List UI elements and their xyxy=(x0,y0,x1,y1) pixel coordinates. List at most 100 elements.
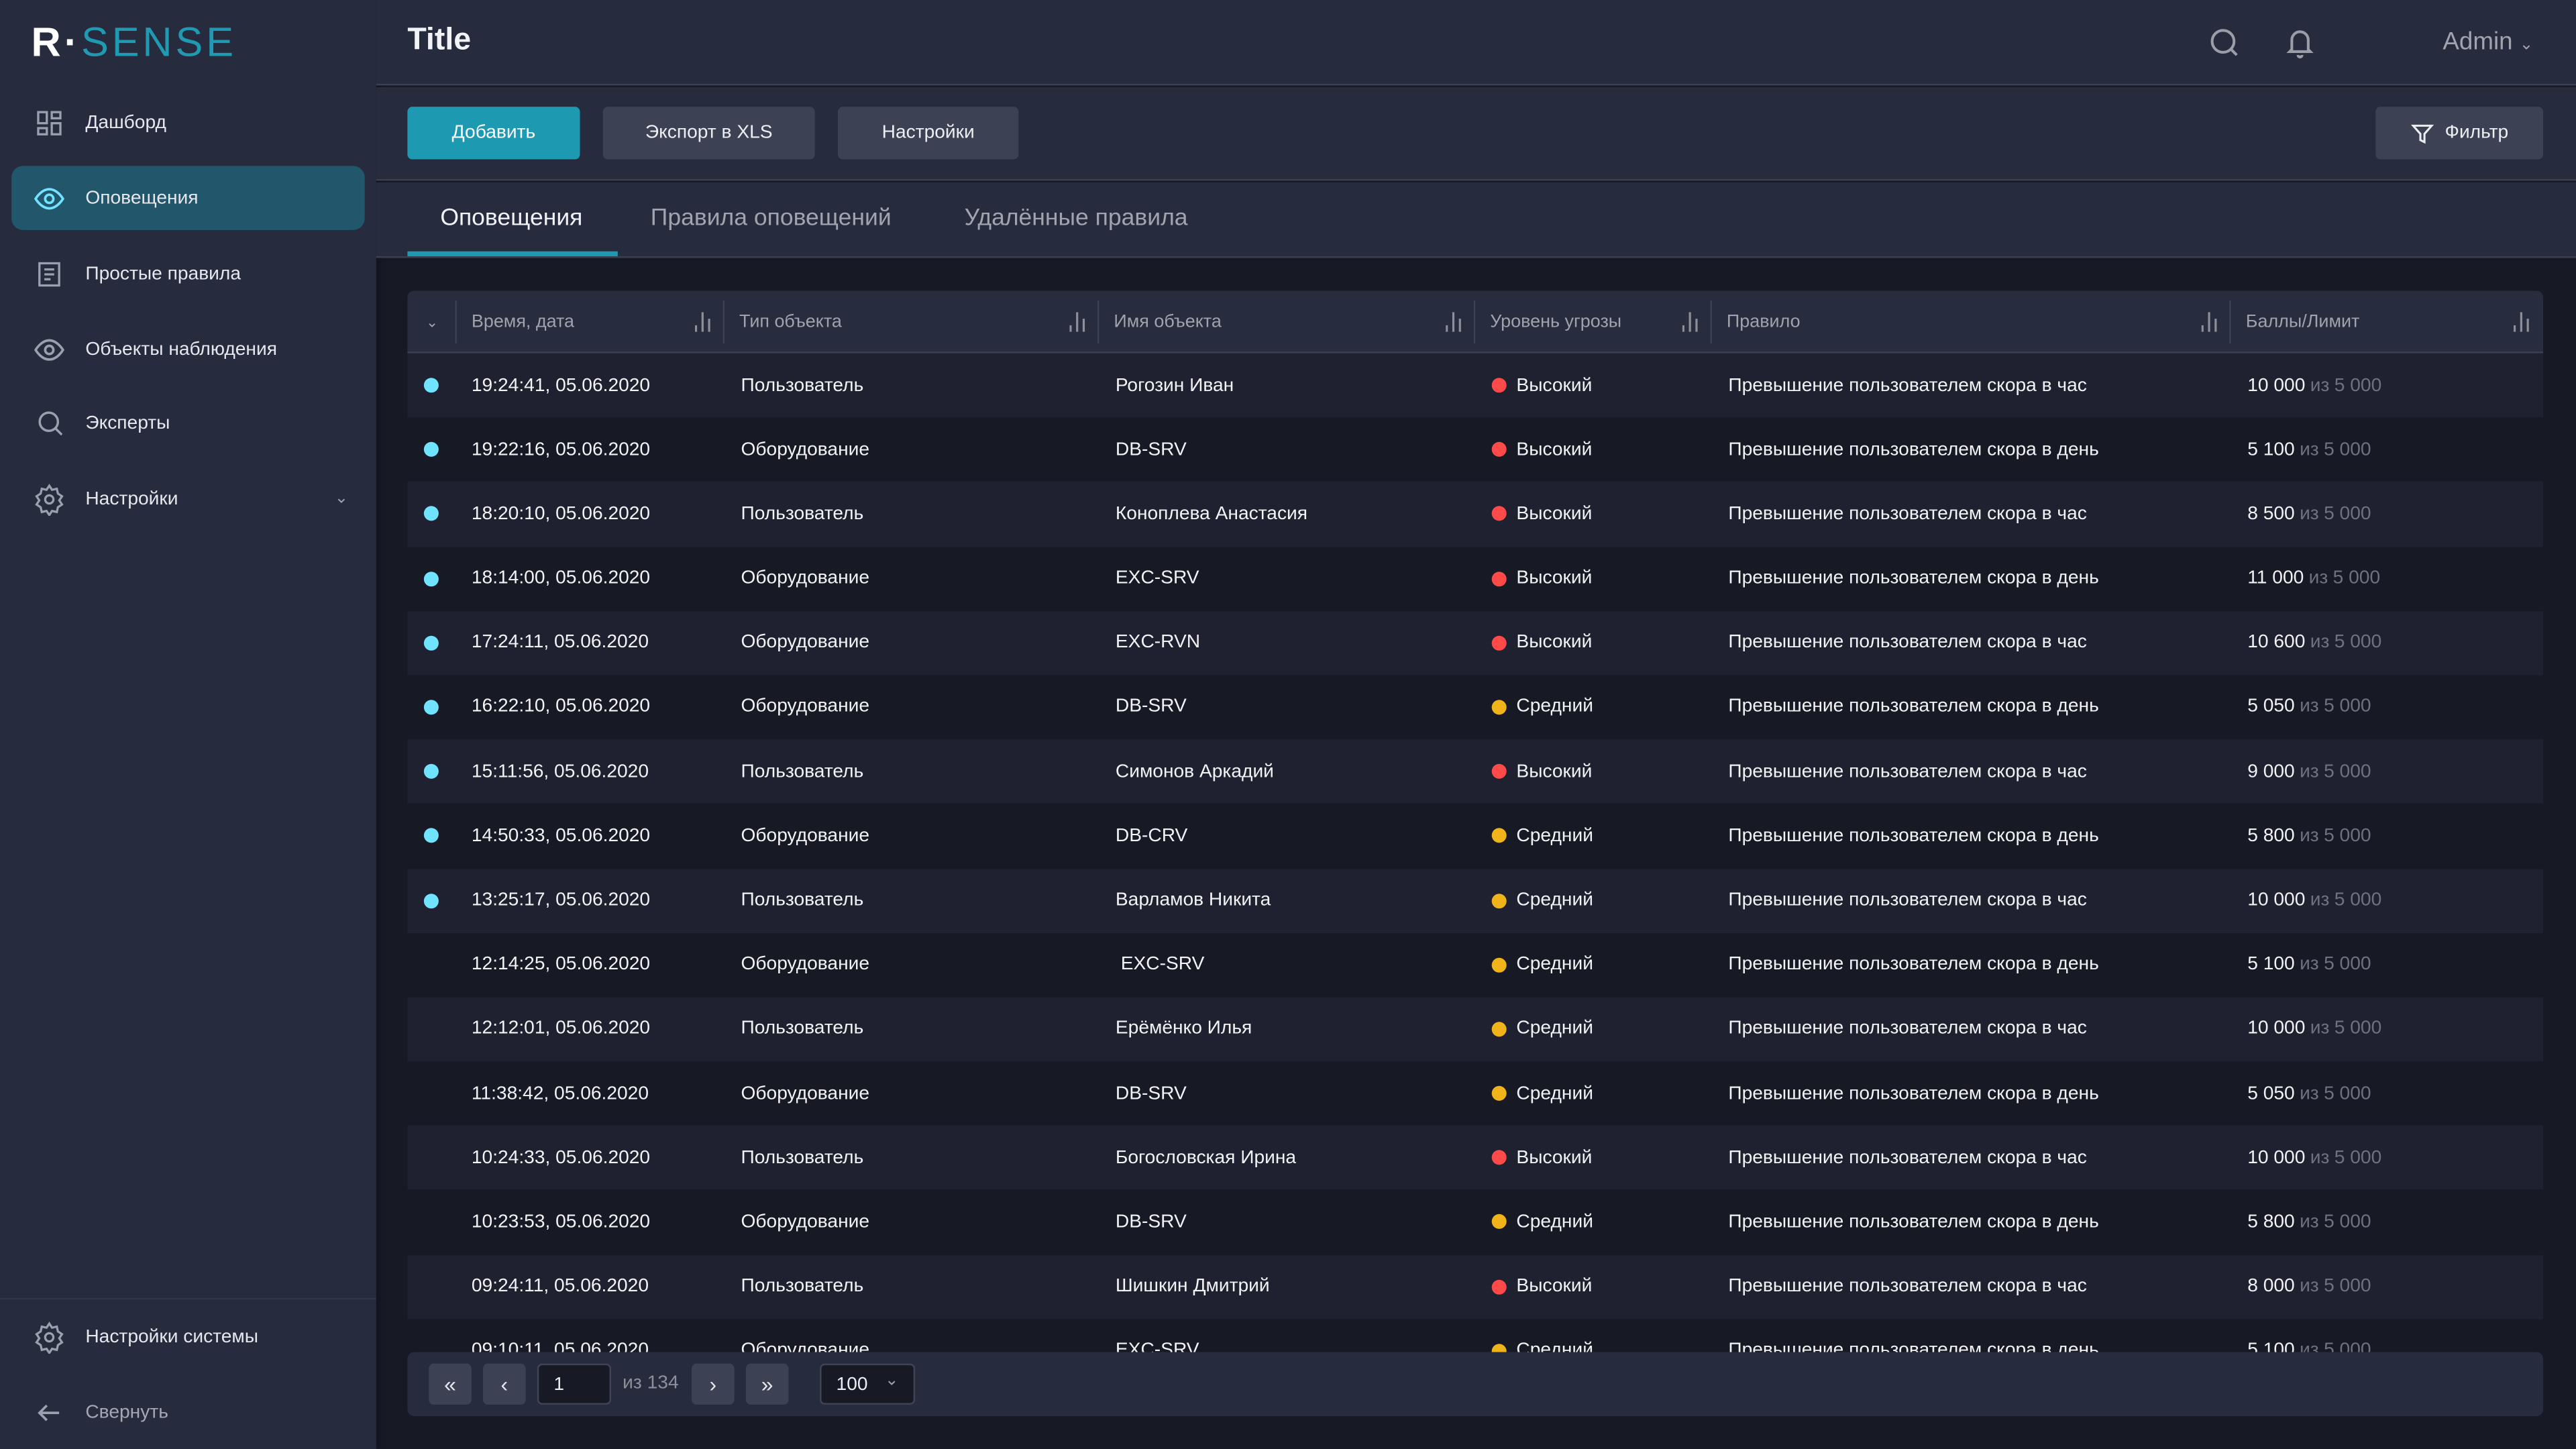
logo: R·SENSE xyxy=(32,19,237,67)
cell-score: 10 000 xyxy=(2247,1148,2306,1168)
collapse-button[interactable]: Свернуть xyxy=(11,1380,365,1444)
prev-page-button[interactable]: ‹ xyxy=(483,1363,526,1405)
filter-button[interactable]: Фильтр xyxy=(2375,107,2544,160)
column-header-time[interactable]: Время, дата xyxy=(457,290,725,353)
sidebar-item-watch-objects[interactable]: Объекты наблюдения xyxy=(11,317,365,382)
threat-level-dot xyxy=(1491,1279,1507,1294)
column-sort-icon[interactable] xyxy=(2513,312,2530,337)
cell-time: 18:14:00, 05.06.2020 xyxy=(471,568,651,588)
cell-name: Ерёмёнко Илья xyxy=(1115,1019,1252,1039)
sidebar-item-simple-rules[interactable]: Простые правила xyxy=(11,241,365,306)
table-row[interactable]: 16:22:10, 05.06.2020 Оборудование DB-SRV… xyxy=(407,675,2543,739)
cell-time: 09:24:11, 05.06.2020 xyxy=(471,1277,649,1297)
column-header-type[interactable]: Тип объекта xyxy=(724,290,1099,353)
cell-score: 5 050 xyxy=(2247,1083,2295,1104)
unread-indicator xyxy=(423,700,439,715)
logo-sense: SENSE xyxy=(80,19,237,66)
export-xls-button[interactable]: Экспорт в XLS xyxy=(602,107,815,160)
limit-prefix: из xyxy=(2300,1212,2319,1232)
cell-level: Высокий xyxy=(1516,568,1593,588)
column-sort-icon[interactable] xyxy=(1682,312,1699,337)
column-title: Тип объекта xyxy=(739,312,842,332)
column-header-name[interactable]: Имя объекта xyxy=(1099,290,1476,353)
cell-type: Пользователь xyxy=(741,1277,864,1297)
cell-rule: Превышение пользователем скора в час xyxy=(1728,1019,2087,1039)
cell-rule: Превышение пользователем скора в день xyxy=(1728,568,2099,588)
column-sort-icon[interactable] xyxy=(1446,312,1462,337)
cell-level: Средний xyxy=(1516,890,1593,910)
cell-limit: 5 000 xyxy=(2334,1019,2382,1039)
tab-alerts[interactable]: Оповещения xyxy=(440,205,583,232)
threat-level-dot xyxy=(1491,764,1507,780)
cell-name: DB-SRV xyxy=(1115,1083,1187,1104)
sidebar-item-system-settings[interactable]: Настройки системы xyxy=(11,1305,365,1369)
cell-time: 17:24:11, 05.06.2020 xyxy=(471,633,649,653)
gear-icon xyxy=(32,482,68,515)
unread-indicator xyxy=(423,378,439,393)
cell-level: Высокий xyxy=(1516,439,1593,460)
limit-prefix: из xyxy=(2300,697,2319,717)
table-row[interactable]: 18:14:00, 05.06.2020 Оборудование EXC-SR… xyxy=(407,546,2543,610)
first-page-button[interactable]: « xyxy=(429,1363,472,1405)
table-row[interactable]: 10:23:53, 05.06.2020 Оборудование DB-SRV… xyxy=(407,1190,2543,1254)
cell-time: 19:22:16, 05.06.2020 xyxy=(471,439,651,460)
table-row[interactable]: 14:50:33, 05.06.2020 Оборудование DB-CRV… xyxy=(407,804,2543,868)
search-icon[interactable] xyxy=(2208,25,2241,69)
table-row[interactable]: 17:24:11, 05.06.2020 Оборудование EXC-RV… xyxy=(407,610,2544,676)
cell-level: Высокий xyxy=(1516,761,1593,782)
table-row[interactable]: 13:25:17, 05.06.2020 Пользователь Варлам… xyxy=(407,868,2544,933)
table-row[interactable]: 09:24:11, 05.06.2020 Пользователь Шишкин… xyxy=(407,1254,2544,1320)
cell-limit: 5 000 xyxy=(2324,1083,2371,1104)
column-sort-icon[interactable] xyxy=(2201,312,2218,337)
tab-deleted-rules[interactable]: Удалённые правила xyxy=(964,205,1188,232)
sidebar-item-dashboard[interactable]: Дашборд xyxy=(11,91,365,155)
cell-score: 8 500 xyxy=(2247,504,2295,524)
page-input[interactable]: 1 xyxy=(537,1363,612,1405)
add-button[interactable]: Добавить xyxy=(407,107,580,160)
cell-limit: 5 000 xyxy=(2324,826,2371,846)
page-total: из 134 xyxy=(623,1373,679,1393)
threat-level-dot xyxy=(1491,635,1507,651)
limit-prefix: из xyxy=(2300,504,2319,524)
sidebar-item-alerts[interactable]: Оповещения xyxy=(11,166,365,230)
per-page-select[interactable]: 100 ⌄ xyxy=(820,1363,916,1405)
cell-level: Средний xyxy=(1516,1083,1593,1104)
tab-alert-rules[interactable]: Правила оповещений xyxy=(650,205,892,232)
column-header-rule[interactable]: Правило xyxy=(1712,290,2231,353)
table-row[interactable]: 19:24:41, 05.06.2020 Пользователь Рогози… xyxy=(407,353,2544,418)
cell-score: 5 100 xyxy=(2247,439,2295,460)
table-row[interactable]: 10:24:33, 05.06.2020 Пользователь Богосл… xyxy=(407,1126,2544,1191)
cell-rule: Превышение пользователем скора в день xyxy=(1728,1083,2099,1104)
dashboard-icon xyxy=(32,107,68,137)
column-sort-icon[interactable] xyxy=(694,312,711,337)
expand-all-toggle[interactable]: ⌄ xyxy=(407,290,457,353)
next-page-button[interactable]: › xyxy=(692,1363,735,1405)
table-row[interactable]: 19:22:16, 05.06.2020 Оборудование DB-SRV… xyxy=(407,418,2543,482)
cell-time: 16:22:10, 05.06.2020 xyxy=(471,697,651,717)
cell-type: Оборудование xyxy=(741,1083,870,1104)
sidebar: R·SENSE Дашборд Оповещения Простые правила… xyxy=(0,0,376,1449)
sidebar-item-experts[interactable]: Эксперты xyxy=(11,391,365,455)
sidebar-item-settings[interactable]: Настройки ⌄ xyxy=(11,467,365,531)
threat-level-dot xyxy=(1491,442,1507,458)
cell-limit: 5 000 xyxy=(2324,439,2371,460)
limit-prefix: из xyxy=(2310,890,2330,910)
column-header-score[interactable]: Баллы/Лимит xyxy=(2231,290,2543,353)
table-row[interactable]: 15:11:56, 05.06.2020 Пользователь Симоно… xyxy=(407,739,2544,804)
table-row[interactable]: 18:20:10, 05.06.2020 Пользователь Конопл… xyxy=(407,482,2544,547)
table-row[interactable]: 12:12:01, 05.06.2020 Пользователь Ерёмён… xyxy=(407,997,2544,1062)
cell-limit: 5 000 xyxy=(2324,761,2371,782)
column-sort-icon[interactable] xyxy=(1069,312,1085,337)
table-row[interactable]: 11:38:42, 05.06.2020 Оборудование DB-SRV… xyxy=(407,1061,2543,1126)
bell-icon[interactable] xyxy=(2284,25,2316,69)
last-page-button[interactable]: » xyxy=(745,1363,789,1405)
cell-name: Шишкин Дмитрий xyxy=(1115,1277,1270,1297)
threat-level-dot xyxy=(1491,1085,1507,1101)
settings-button[interactable]: Настройки xyxy=(837,107,1019,160)
user-menu[interactable]: Admin ⌄ xyxy=(2443,28,2533,56)
limit-prefix: из xyxy=(2300,439,2319,460)
cell-type: Оборудование xyxy=(741,439,870,460)
table-row[interactable]: 12:14:25, 05.06.2020 Оборудование EXC-SR… xyxy=(407,932,2543,997)
column-header-level[interactable]: Уровень угрозы xyxy=(1475,290,1712,353)
threat-level-dot xyxy=(1491,1214,1507,1230)
